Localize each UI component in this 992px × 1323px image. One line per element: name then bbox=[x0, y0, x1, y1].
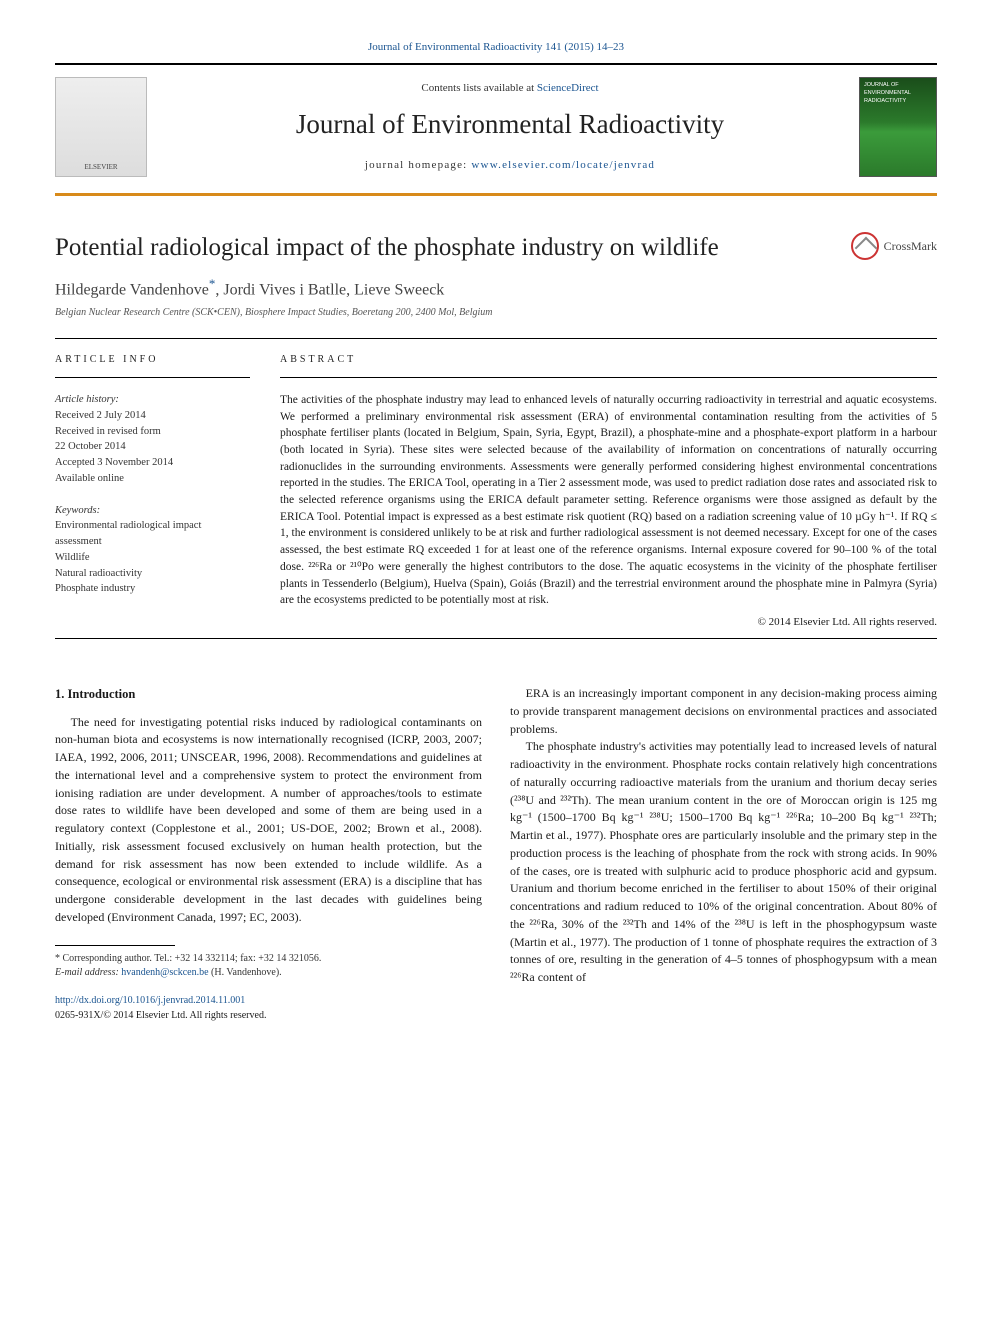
email-suffix: (H. Vandenhove). bbox=[209, 967, 282, 978]
divider bbox=[55, 377, 250, 378]
author-primary: Hildegarde Vandenhove bbox=[55, 282, 209, 299]
history-line: Received 2 July 2014 bbox=[55, 410, 146, 421]
abstract-column: abstract The activities of the phosphate… bbox=[280, 353, 937, 630]
issn-copyright: 0265-931X/© 2014 Elsevier Ltd. All right… bbox=[55, 1010, 266, 1021]
authors: Hildegarde Vandenhove*, Jordi Vives i Ba… bbox=[55, 275, 937, 302]
body-paragraph: ERA is an increasingly important compone… bbox=[510, 685, 937, 738]
info-abstract-row: article info Article history: Received 2… bbox=[55, 353, 937, 630]
divider bbox=[55, 638, 937, 639]
homepage-prefix: journal homepage: bbox=[365, 159, 472, 171]
keywords-head: Keywords: bbox=[55, 505, 100, 516]
contents-line: Contents lists available at ScienceDirec… bbox=[161, 81, 859, 96]
keyword: Phosphate industry bbox=[55, 583, 135, 594]
corr-line: * Corresponding author. Tel.: +32 14 332… bbox=[55, 952, 482, 966]
sciencedirect-link[interactable]: ScienceDirect bbox=[537, 82, 599, 94]
keyword: Natural radioactivity bbox=[55, 568, 142, 579]
journal-name: Journal of Environmental Radioactivity bbox=[161, 106, 859, 144]
elsevier-logo: ELSEVIER bbox=[55, 77, 147, 177]
body-left-column: 1. Introduction The need for investigati… bbox=[55, 685, 482, 1023]
section-heading: 1. Introduction bbox=[55, 685, 482, 704]
crossmark-widget[interactable]: CrossMark bbox=[851, 232, 937, 260]
email-label: E-mail address: bbox=[55, 967, 121, 978]
history-line: 22 October 2014 bbox=[55, 441, 126, 452]
citation-text[interactable]: Journal of Environmental Radioactivity 1… bbox=[368, 41, 624, 53]
keyword: Wildlife bbox=[55, 552, 90, 563]
history-line: Accepted 3 November 2014 bbox=[55, 457, 173, 468]
divider bbox=[280, 377, 937, 378]
body-right-column: ERA is an increasingly important compone… bbox=[510, 685, 937, 1023]
doi-link[interactable]: http://dx.doi.org/10.1016/j.jenvrad.2014… bbox=[55, 995, 245, 1006]
body-paragraph: The phosphate industry's activities may … bbox=[510, 738, 937, 987]
contents-prefix: Contents lists available at bbox=[421, 82, 536, 94]
body-paragraph: The need for investigating potential ris… bbox=[55, 714, 482, 927]
article-title: Potential radiological impact of the pho… bbox=[55, 230, 937, 265]
authors-rest: , Jordi Vives i Batlle, Lieve Sweeck bbox=[215, 282, 444, 299]
homepage-link[interactable]: www.elsevier.com/locate/jenvrad bbox=[471, 159, 655, 171]
email-link[interactable]: hvandenh@sckcen.be bbox=[121, 967, 208, 978]
abstract-heading: abstract bbox=[280, 353, 937, 367]
homepage-line: journal homepage: www.elsevier.com/locat… bbox=[161, 158, 859, 173]
divider bbox=[55, 338, 937, 339]
abstract-copyright: © 2014 Elsevier Ltd. All rights reserved… bbox=[280, 615, 937, 630]
masthead: ELSEVIER Contents lists available at Sci… bbox=[55, 63, 937, 196]
masthead-center: Contents lists available at ScienceDirec… bbox=[161, 81, 859, 174]
article-info-heading: article info bbox=[55, 353, 250, 367]
elsevier-label: ELSEVIER bbox=[84, 163, 117, 173]
affiliation: Belgian Nuclear Research Centre (SCK•CEN… bbox=[55, 306, 937, 320]
corresponding-author-footnote: * Corresponding author. Tel.: +32 14 332… bbox=[55, 952, 482, 980]
article-info-column: article info Article history: Received 2… bbox=[55, 353, 250, 630]
cover-text: JOURNAL OF ENVIRONMENTAL RADIOACTIVITY bbox=[864, 82, 932, 105]
history-line: Received in revised form bbox=[55, 426, 161, 437]
history-line: Available online bbox=[55, 473, 124, 484]
doi-block: http://dx.doi.org/10.1016/j.jenvrad.2014… bbox=[55, 994, 482, 1024]
abstract-text: The activities of the phosphate industry… bbox=[280, 392, 937, 609]
citation-header: Journal of Environmental Radioactivity 1… bbox=[55, 40, 937, 55]
email-line: E-mail address: hvandenh@sckcen.be (H. V… bbox=[55, 966, 482, 980]
article-history: Article history: Received 2 July 2014 Re… bbox=[55, 392, 250, 487]
history-head: Article history: bbox=[55, 394, 119, 405]
keywords-block: Keywords: Environmental radiological imp… bbox=[55, 503, 250, 598]
footnote-separator bbox=[55, 945, 175, 946]
title-block: CrossMark Potential radiological impact … bbox=[55, 230, 937, 320]
crossmark-icon bbox=[851, 232, 879, 260]
journal-cover: JOURNAL OF ENVIRONMENTAL RADIOACTIVITY bbox=[859, 77, 937, 177]
body-columns: 1. Introduction The need for investigati… bbox=[55, 685, 937, 1023]
keyword: Environmental radiological impact assess… bbox=[55, 520, 201, 547]
crossmark-label: CrossMark bbox=[884, 238, 937, 255]
